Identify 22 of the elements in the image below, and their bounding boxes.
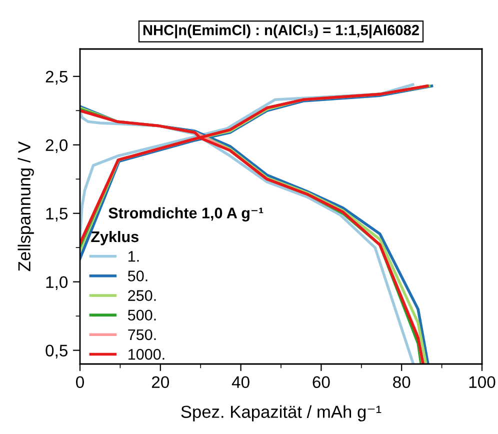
y-tick-label: 1,5 (46, 208, 68, 222)
x-axis-title: Spez. Kapazität / mAh g⁻¹ (181, 405, 382, 422)
legend-label: 1000. (128, 348, 164, 360)
y-tick-label: 2,5 (46, 70, 68, 85)
legend-label: 500. (128, 310, 156, 321)
x-tick-label: 40 (232, 376, 250, 388)
legend-label: 750. (128, 329, 156, 340)
x-tick-label: 0 (76, 376, 84, 388)
legend-label: 1. (128, 251, 139, 262)
annotation: Stromdichte 1,0 A g⁻¹ (108, 207, 264, 222)
y-tick-label: 0,5 (46, 344, 68, 358)
legend-label: 250. (128, 290, 156, 301)
chart-title: NHC|n(EmimCl) : n(AlCl₃) = 1:1,5|Al6082 (143, 24, 419, 38)
legend-title: Zyklus (91, 230, 138, 246)
y-tick-label: 2,0 (46, 139, 68, 154)
x-tick-label: 80 (393, 376, 410, 388)
y-axis-title: Zellspannung / V (18, 141, 34, 272)
y-tick-label: 1,0 (46, 276, 68, 290)
x-tick-label: 100 (469, 376, 496, 388)
legend-label: 50. (128, 270, 148, 282)
x-tick-label: 60 (312, 376, 330, 388)
x-tick-label: 20 (152, 376, 170, 388)
